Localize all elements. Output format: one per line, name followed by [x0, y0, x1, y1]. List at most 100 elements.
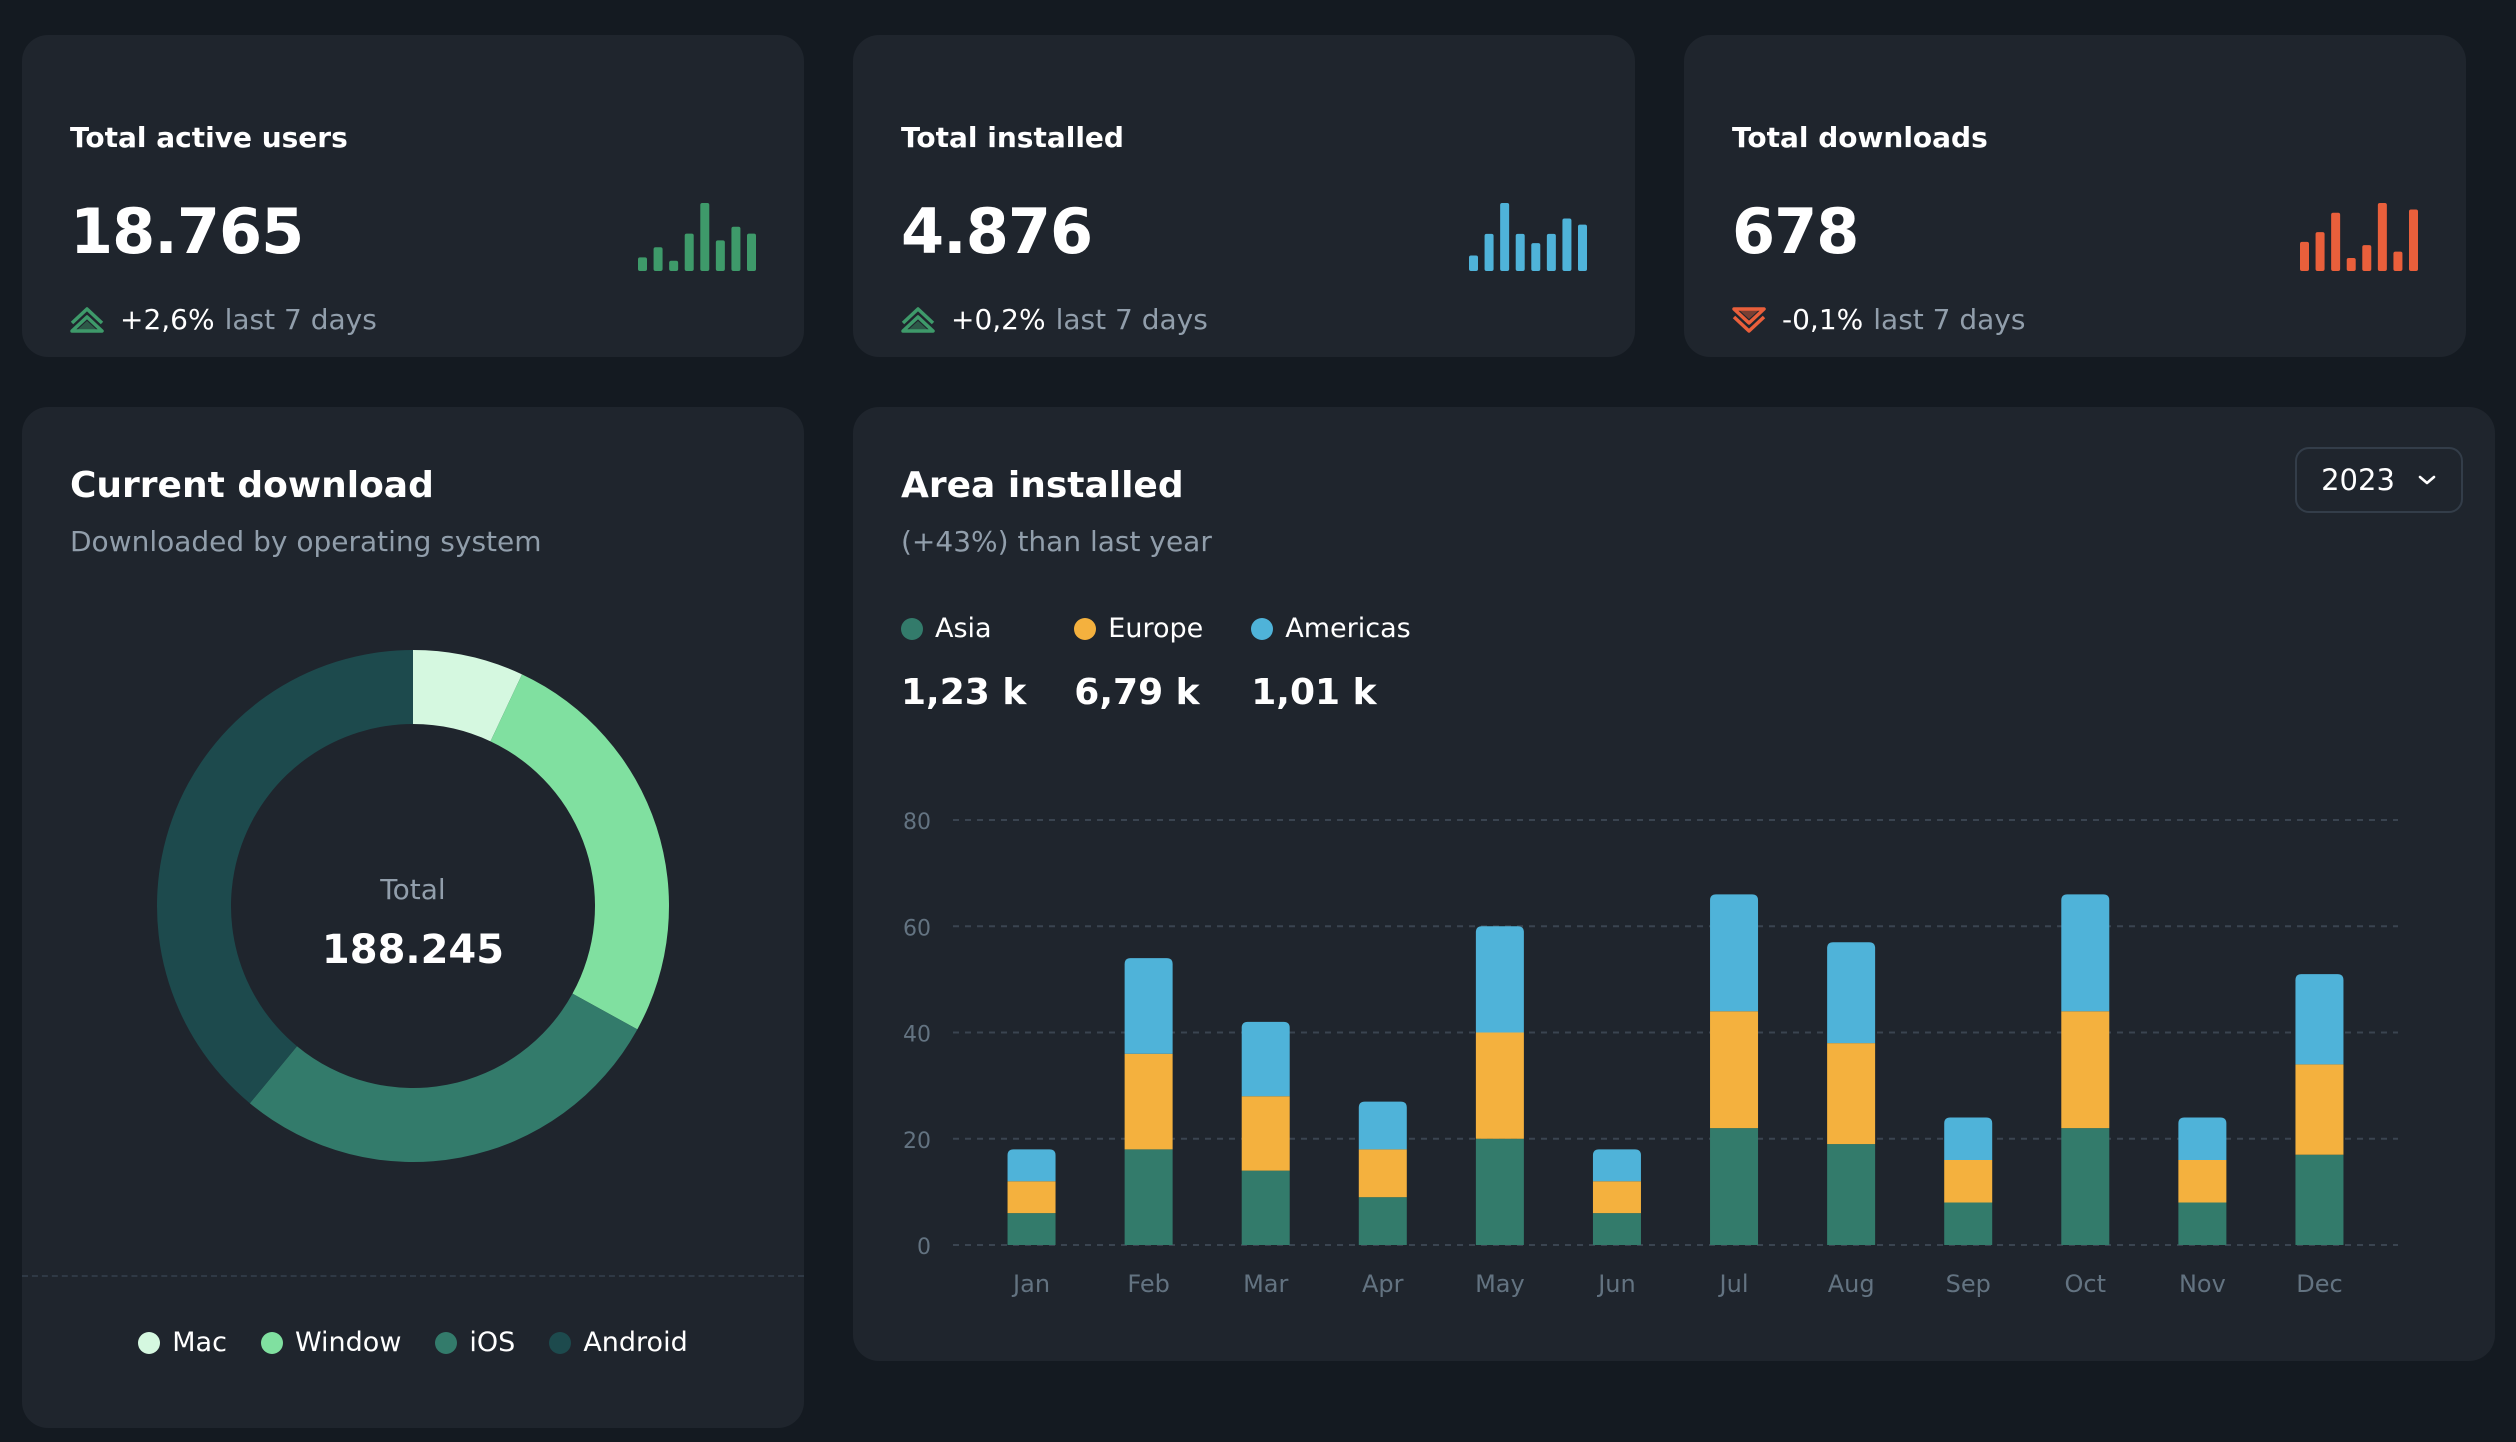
- bar-asia-jul[interactable]: [1710, 1128, 1759, 1245]
- sparkline-bar: [1500, 203, 1510, 271]
- bar-americas-sep[interactable]: [1944, 1117, 1993, 1161]
- year-select-value: 2023: [2321, 463, 2395, 497]
- legend-dot: [901, 617, 923, 640]
- bar-americas-jun[interactable]: [1592, 1149, 1641, 1182]
- donut-total-label: Total: [380, 873, 446, 906]
- stat-card-total-downloads: Total downloads 678 -0,1% last 7 days: [1684, 35, 2466, 357]
- bar-europe-feb[interactable]: [1124, 1053, 1173, 1150]
- bar-europe-oct[interactable]: [2061, 1011, 2110, 1129]
- legend-item-window[interactable]: Window: [260, 1327, 402, 1358]
- donut-slice-window[interactable]: [490, 674, 670, 1030]
- divider: [22, 1275, 804, 1277]
- region-label-row: Europe: [1074, 613, 1203, 644]
- year-select[interactable]: 2023: [2295, 447, 2463, 513]
- x-tick-label: Nov: [2179, 1270, 2226, 1298]
- trend-period: last 7 days: [1873, 303, 2026, 336]
- legend-dot: [435, 1331, 458, 1354]
- bar-asia-feb[interactable]: [1124, 1149, 1173, 1245]
- bar-asia-jun[interactable]: [1592, 1213, 1641, 1245]
- bar-europe-jun[interactable]: [1592, 1181, 1641, 1214]
- sparkline-bar: [700, 203, 710, 271]
- x-tick-label: Jan: [1011, 1270, 1050, 1298]
- region-americas[interactable]: Americas 1,01 k: [1251, 613, 1411, 713]
- x-tick-label: May: [1475, 1270, 1525, 1298]
- bar-americas-aug[interactable]: [1827, 942, 1876, 1044]
- sparkline-bar: [2315, 232, 2325, 271]
- sparkline-bar: [669, 260, 679, 271]
- donut-slice-mac[interactable]: [413, 650, 522, 742]
- bar-asia-jan[interactable]: [1007, 1213, 1056, 1245]
- trend-period: last 7 days: [1055, 303, 1208, 336]
- sparkline-bar: [2393, 251, 2403, 271]
- card-title: Area installed: [901, 465, 1184, 506]
- sparkline-bar: [2346, 258, 2356, 271]
- bar-americas-nov[interactable]: [2178, 1117, 2227, 1161]
- bar-asia-nov[interactable]: [2178, 1202, 2227, 1246]
- card-subtitle: (+43%) than last year: [901, 525, 1212, 558]
- bar-asia-oct[interactable]: [2061, 1128, 2110, 1245]
- bar-europe-jan[interactable]: [1007, 1181, 1056, 1214]
- sparkline-bar: [731, 226, 741, 271]
- donut-slice-android[interactable]: [157, 650, 413, 1104]
- bar-europe-may[interactable]: [1475, 1032, 1524, 1139]
- bar-europe-sep[interactable]: [1944, 1160, 1993, 1203]
- x-tick-label: Dec: [2296, 1270, 2342, 1298]
- bar-americas-oct[interactable]: [2061, 894, 2110, 1012]
- bar-asia-aug[interactable]: [1827, 1144, 1876, 1245]
- region-value: 6,79 k: [1074, 672, 1200, 713]
- region-label-row: Asia: [901, 613, 1026, 644]
- sparkline-bar: [2409, 209, 2418, 271]
- legend-label: iOS: [469, 1327, 516, 1358]
- trend-up-icon: [901, 306, 935, 333]
- chevron-down-icon: [2418, 475, 2436, 485]
- x-tick-label: Oct: [2065, 1270, 2107, 1298]
- bar-asia-dec[interactable]: [2295, 1154, 2344, 1245]
- bar-americas-apr[interactable]: [1358, 1101, 1407, 1150]
- sparkline-bar: [747, 233, 756, 271]
- sparkline-bar: [684, 233, 694, 271]
- bar-americas-jul[interactable]: [1710, 894, 1759, 1012]
- legend-dot: [260, 1331, 283, 1354]
- bar-europe-jul[interactable]: [1710, 1011, 1759, 1129]
- stat-title: Total installed: [901, 121, 1124, 154]
- bar-asia-may[interactable]: [1475, 1138, 1524, 1245]
- legend-dot: [1251, 617, 1274, 640]
- card-subtitle: Downloaded by operating system: [70, 525, 542, 558]
- region-asia[interactable]: Asia 1,23 k: [901, 613, 1026, 713]
- legend-dot: [1074, 617, 1097, 640]
- bar-europe-mar[interactable]: [1241, 1096, 1290, 1171]
- bar-asia-mar[interactable]: [1241, 1170, 1290, 1245]
- region-europe[interactable]: Europe 6,79 k: [1074, 613, 1203, 713]
- bar-europe-dec[interactable]: [2295, 1064, 2344, 1155]
- bar-americas-may[interactable]: [1475, 926, 1524, 1033]
- donut-slice-ios[interactable]: [249, 993, 638, 1162]
- bar-americas-dec[interactable]: [2295, 974, 2344, 1065]
- area-installed-card: Area installed (+43%) than last year 202…: [853, 407, 2495, 1361]
- bar-europe-aug[interactable]: [1827, 1043, 1876, 1145]
- bar-europe-nov[interactable]: [2178, 1160, 2227, 1203]
- legend-label: Mac: [172, 1327, 227, 1358]
- legend-label: Window: [294, 1327, 402, 1358]
- region-label: Americas: [1285, 613, 1411, 644]
- bar-asia-apr[interactable]: [1358, 1197, 1407, 1245]
- region-label-row: Americas: [1251, 613, 1411, 644]
- bar-americas-feb[interactable]: [1124, 958, 1173, 1054]
- bar-americas-mar[interactable]: [1241, 1021, 1290, 1097]
- bar-asia-sep[interactable]: [1944, 1202, 1993, 1246]
- y-tick-label: 60: [903, 916, 931, 941]
- bar-europe-apr[interactable]: [1358, 1149, 1407, 1198]
- stat-trend: +2,6% last 7 days: [70, 303, 377, 336]
- bar-americas-jan[interactable]: [1007, 1149, 1056, 1182]
- y-tick-label: 80: [903, 810, 931, 835]
- trend-percent: +2,6%: [120, 303, 215, 336]
- stat-title: Total downloads: [1732, 121, 1988, 154]
- legend-item-android[interactable]: Android: [549, 1327, 688, 1358]
- legend-item-mac[interactable]: Mac: [138, 1327, 227, 1358]
- x-tick-label: Sep: [1946, 1270, 1991, 1298]
- trend-percent: +0,2%: [951, 303, 1046, 336]
- legend-item-ios[interactable]: iOS: [435, 1327, 515, 1358]
- legend-dot: [549, 1331, 572, 1354]
- stacked-bar-chart: 0 20 40 60 80 Jan Feb Mar Apr May Jun Jul Aug Sep Oct N…: [903, 810, 2398, 1298]
- sparkline-bar: [2300, 241, 2309, 271]
- legend-label: Android: [583, 1327, 688, 1358]
